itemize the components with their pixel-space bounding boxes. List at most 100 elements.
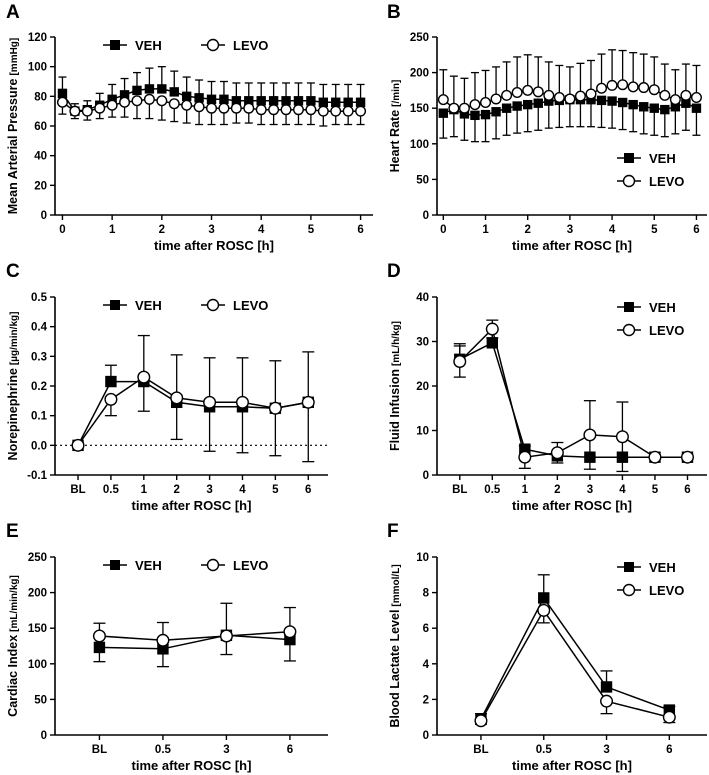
y-tick-label: 250 <box>28 552 47 564</box>
data-point <box>553 92 565 104</box>
y-tick-label: 2 <box>423 694 429 706</box>
x-tick-label: 4 <box>239 484 246 496</box>
y-tick-label: 40 <box>34 151 47 163</box>
series-line <box>99 634 290 650</box>
data-point <box>218 102 230 114</box>
data-point <box>596 82 608 94</box>
legend-entry: LEVO <box>617 323 684 338</box>
legend-marker <box>624 153 634 163</box>
x-tick-label: 3 <box>206 484 212 496</box>
x-axis-label: time after ROSC [h] <box>132 758 252 773</box>
x-tick-label: 1 <box>482 224 489 236</box>
legend-entry: VEH <box>103 558 162 573</box>
data-point <box>255 104 267 116</box>
legend-marker <box>624 302 634 312</box>
data-point <box>574 90 586 102</box>
data-point <box>243 102 255 114</box>
y-axis-label-unit: [µg/min/kg] <box>9 312 20 366</box>
panel-b: B 0 50 100 150 200 250 0 1 2 3 4 5 6 time after ROSC [… <box>387 2 707 253</box>
data-point <box>480 109 491 120</box>
y-tick-label: 10 <box>416 426 429 438</box>
data-point <box>194 93 204 103</box>
panel-label: E <box>6 521 19 542</box>
y-tick-label: 0.2 <box>31 381 47 393</box>
data-point <box>106 99 118 111</box>
data-point <box>518 450 532 464</box>
data-point <box>105 375 117 388</box>
data-point <box>691 103 702 113</box>
y-axis-label-unit: [mmol/L] <box>391 564 402 606</box>
data-point <box>330 105 342 117</box>
data-point <box>355 97 366 107</box>
x-tick-label: 6 <box>305 484 311 496</box>
legend: VEH LEVO <box>617 300 684 338</box>
data-point <box>437 94 449 106</box>
y-axis-label-unit: [mmHg] <box>9 38 20 76</box>
y-tick-label: 50 <box>34 694 47 706</box>
legend-label: LEVO <box>649 323 684 338</box>
series-levo <box>437 49 702 114</box>
legend-label: VEH <box>135 38 162 53</box>
data-point <box>680 89 692 101</box>
data-point <box>305 104 317 116</box>
x-tick-label: 5 <box>308 224 315 236</box>
legend-entry: VEH <box>617 300 676 315</box>
x-tick-label: 6 <box>693 224 699 236</box>
y-tick-label: 100 <box>28 62 47 74</box>
legend-marker <box>206 298 220 312</box>
data-point <box>453 355 467 369</box>
y-tick-label: 200 <box>410 68 429 80</box>
y-tick-label: -0.1 <box>27 470 47 482</box>
legend: VEH LEVO <box>103 38 268 53</box>
legend-label: VEH <box>135 298 162 313</box>
y-tick-label: 0.3 <box>31 351 47 363</box>
data-point <box>181 99 193 111</box>
x-tick-label: 2 <box>173 484 179 496</box>
x-axis-label: time after ROSC [h] <box>512 758 632 773</box>
legend-marker <box>110 300 120 310</box>
data-point <box>543 89 555 101</box>
data-point <box>638 82 650 94</box>
data-point <box>538 592 550 604</box>
x-tick-label: 3 <box>223 744 229 756</box>
data-point <box>662 710 676 724</box>
x-tick-label: 1 <box>109 224 116 236</box>
x-tick-label: BL <box>92 744 107 756</box>
data-point <box>156 633 170 647</box>
data-point <box>235 395 249 409</box>
data-point <box>355 105 367 117</box>
x-tick-label: 2 <box>554 484 560 496</box>
series-levo <box>71 370 315 463</box>
panel-label: A <box>6 2 20 23</box>
data-point <box>474 714 488 728</box>
legend-entry: VEH <box>617 151 676 166</box>
data-point <box>501 103 512 113</box>
y-axis-label-main: Mean Arterial Pressure <box>6 78 20 214</box>
x-tick-label: 5 <box>652 484 659 496</box>
y-tick-label: 4 <box>423 659 430 671</box>
data-point <box>583 428 597 442</box>
data-point <box>193 101 205 113</box>
y-axis-label: Cardiac Index [mL/min/kg] <box>6 575 20 717</box>
y-tick-label: 0.4 <box>31 322 48 334</box>
x-tick-label: 5 <box>651 224 658 236</box>
legend-marker <box>622 323 636 337</box>
data-point <box>93 641 106 654</box>
data-point <box>331 97 341 107</box>
x-tick-label: 2 <box>159 224 165 236</box>
y-tick-label: 150 <box>28 623 47 635</box>
x-tick-label: 1 <box>141 484 148 496</box>
y-axis-label: Mean Arterial Pressure [mmHg] <box>6 38 20 215</box>
legend-entry: VEH <box>103 298 162 313</box>
legend-label: VEH <box>649 560 676 575</box>
y-tick-label: 0.0 <box>31 440 47 452</box>
y-axis-label-unit: [mL/min/kg] <box>9 575 20 632</box>
data-point <box>292 104 304 116</box>
data-point <box>156 95 168 107</box>
data-point <box>550 446 564 460</box>
legend-entry: LEVO <box>201 298 268 313</box>
x-tick-label: 3 <box>587 484 593 496</box>
panel-d: D 0 10 20 30 40 BL 0.5 1 2 3 4 5 6 time after ROSC [h]… <box>387 261 707 513</box>
y-axis-label: Heart Rate [/min] <box>388 80 402 173</box>
